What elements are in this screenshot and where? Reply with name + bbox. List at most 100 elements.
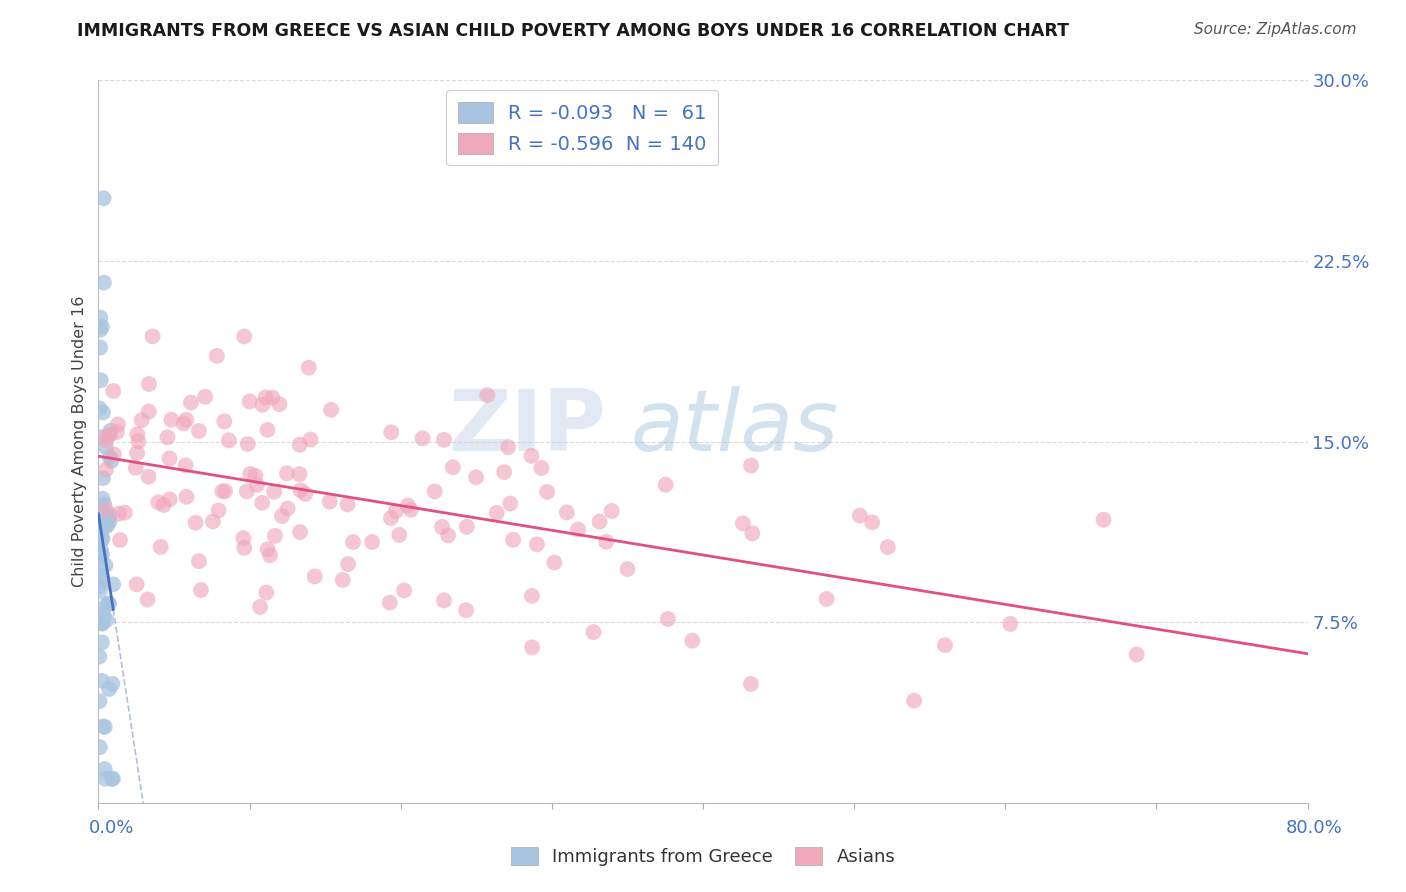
Point <box>214 484 236 499</box>
Point <box>142 329 165 343</box>
Point <box>236 437 259 451</box>
Point <box>520 589 543 603</box>
Point <box>681 633 703 648</box>
Point <box>567 523 589 537</box>
Point <box>288 438 311 452</box>
Point <box>392 583 415 598</box>
Point <box>218 434 240 448</box>
Point <box>595 534 617 549</box>
Point <box>263 484 285 499</box>
Point <box>430 520 453 534</box>
Point <box>321 402 343 417</box>
Point <box>91 569 114 583</box>
Point <box>245 468 267 483</box>
Point <box>90 373 112 387</box>
Point <box>98 428 121 442</box>
Point <box>176 490 198 504</box>
Point <box>97 597 120 611</box>
Point <box>288 467 311 481</box>
Point <box>91 491 114 506</box>
Point <box>740 677 762 691</box>
Point <box>89 401 111 416</box>
Text: 0.0%: 0.0% <box>89 819 134 837</box>
Point <box>654 477 676 491</box>
Point <box>1000 616 1022 631</box>
Point <box>232 531 254 545</box>
Point <box>380 425 402 440</box>
Point <box>214 414 236 428</box>
Point <box>588 515 610 529</box>
Point <box>298 360 321 375</box>
Point <box>93 497 115 511</box>
Point <box>98 508 121 522</box>
Point <box>136 592 159 607</box>
Point <box>94 720 117 734</box>
Point <box>91 616 114 631</box>
Point <box>465 470 488 484</box>
Point <box>254 585 277 599</box>
Point <box>97 429 120 443</box>
Point <box>94 462 117 476</box>
Point <box>94 599 117 613</box>
Point <box>477 388 499 402</box>
Point <box>211 484 233 499</box>
Point <box>318 494 340 508</box>
Point <box>536 485 558 500</box>
Point <box>90 532 112 546</box>
Point <box>250 496 273 510</box>
Point <box>125 460 148 475</box>
Point <box>520 449 543 463</box>
Text: 80.0%: 80.0% <box>1286 819 1343 837</box>
Point <box>235 484 257 499</box>
Point <box>107 507 129 521</box>
Point <box>138 404 160 418</box>
Point <box>399 502 422 516</box>
Point <box>378 596 401 610</box>
Point <box>860 515 883 529</box>
Point <box>233 329 256 343</box>
Point <box>388 528 411 542</box>
Point <box>494 465 516 479</box>
Text: IMMIGRANTS FROM GREECE VS ASIAN CHILD POVERTY AMONG BOYS UNDER 16 CORRELATION CH: IMMIGRANTS FROM GREECE VS ASIAN CHILD PO… <box>77 22 1070 40</box>
Point <box>815 591 838 606</box>
Point <box>98 681 121 696</box>
Point <box>98 450 121 464</box>
Point <box>201 515 224 529</box>
Point <box>89 498 111 512</box>
Point <box>103 384 125 398</box>
Point <box>90 524 112 538</box>
Point <box>125 446 148 460</box>
Point <box>180 395 202 409</box>
Point <box>159 492 181 507</box>
Point <box>93 276 115 290</box>
Point <box>96 511 118 525</box>
Point <box>233 541 256 555</box>
Point <box>934 638 956 652</box>
Point <box>194 390 217 404</box>
Point <box>89 649 111 664</box>
Point <box>337 557 360 571</box>
Point <box>89 341 111 355</box>
Point <box>94 772 117 786</box>
Point <box>256 423 278 437</box>
Point <box>94 434 117 448</box>
Point <box>1125 648 1147 662</box>
Point <box>172 417 194 431</box>
Point <box>91 547 114 561</box>
Point <box>412 431 434 445</box>
Point <box>187 554 209 568</box>
Point <box>380 511 402 525</box>
Point <box>543 556 565 570</box>
Point <box>616 562 638 576</box>
Point <box>98 515 121 529</box>
Point <box>437 528 460 542</box>
Point <box>93 191 115 205</box>
Point <box>105 425 128 439</box>
Point <box>101 772 124 786</box>
Point <box>90 516 112 531</box>
Point <box>96 512 118 526</box>
Point <box>103 577 125 591</box>
Y-axis label: Child Poverty Among Boys Under 16: Child Poverty Among Boys Under 16 <box>72 296 87 587</box>
Point <box>657 612 679 626</box>
Point <box>90 561 112 575</box>
